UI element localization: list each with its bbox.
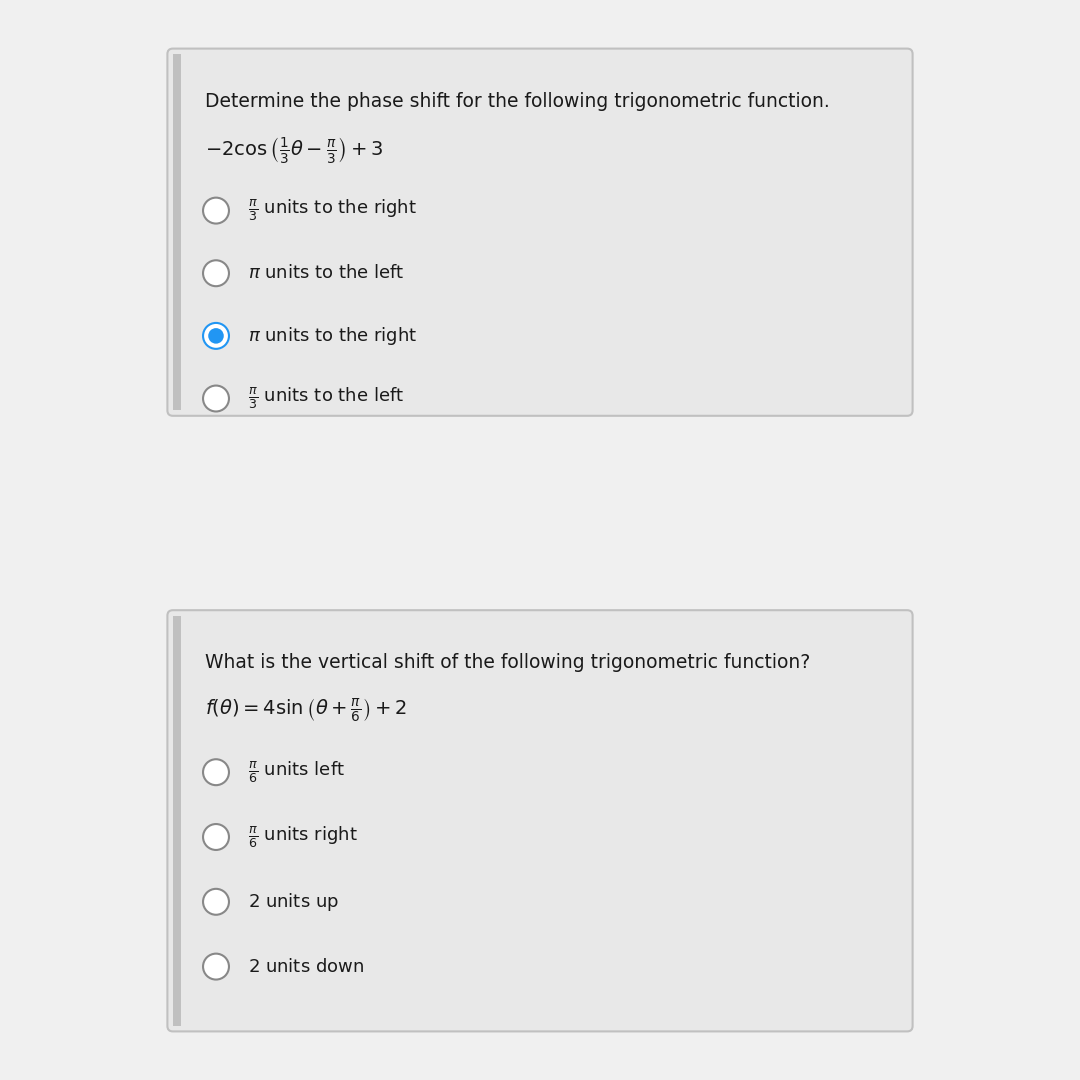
Text: What is the vertical shift of the following trigonometric function?: What is the vertical shift of the follow… (205, 653, 810, 673)
Text: $2$ units up: $2$ units up (248, 891, 339, 913)
Text: Determine the phase shift for the following trigonometric function.: Determine the phase shift for the follow… (205, 92, 829, 111)
FancyBboxPatch shape (167, 610, 913, 1031)
Text: $-2\cos\left(\frac{1}{3}\theta - \frac{\pi}{3}\right)+ 3$: $-2\cos\left(\frac{1}{3}\theta - \frac{\… (205, 135, 383, 165)
Text: $\frac{\pi}{6}$ units left: $\frac{\pi}{6}$ units left (248, 759, 346, 785)
Text: $\pi$ units to the left: $\pi$ units to the left (248, 265, 405, 282)
Circle shape (203, 260, 229, 286)
Circle shape (203, 759, 229, 785)
Text: $\frac{\pi}{6}$ units right: $\frac{\pi}{6}$ units right (248, 824, 359, 850)
Circle shape (203, 323, 229, 349)
Circle shape (203, 824, 229, 850)
Text: $\frac{\pi}{3}$ units to the right: $\frac{\pi}{3}$ units to the right (248, 198, 417, 224)
Text: $2$ units down: $2$ units down (248, 958, 365, 975)
Text: $\frac{\pi}{3}$ units to the left: $\frac{\pi}{3}$ units to the left (248, 386, 405, 411)
Bar (173, 54, 181, 410)
Circle shape (203, 198, 229, 224)
Text: $\pi$ units to the right: $\pi$ units to the right (248, 325, 418, 347)
Text: $f(\theta) = 4\sin\left(\theta + \frac{\pi}{6}\right)+2$: $f(\theta) = 4\sin\left(\theta + \frac{\… (205, 697, 407, 725)
Bar (173, 616, 181, 1026)
FancyBboxPatch shape (167, 49, 913, 416)
Circle shape (203, 954, 229, 980)
Circle shape (208, 328, 224, 343)
Circle shape (203, 889, 229, 915)
Circle shape (203, 386, 229, 411)
